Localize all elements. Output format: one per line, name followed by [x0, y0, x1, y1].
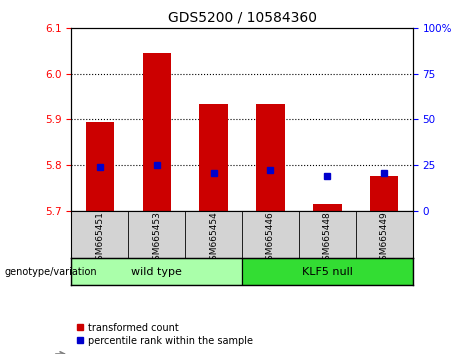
Bar [313, 204, 342, 211]
Bar [370, 176, 398, 211]
Bar [71, 258, 242, 285]
Text: GSM665454: GSM665454 [209, 212, 218, 266]
Text: GSM665446: GSM665446 [266, 212, 275, 266]
Legend: transformed count, percentile rank within the sample: transformed count, percentile rank withi… [77, 323, 253, 346]
Title: GDS5200 / 10584360: GDS5200 / 10584360 [167, 10, 317, 24]
Text: wild type: wild type [131, 267, 182, 277]
Bar [142, 53, 171, 211]
Text: KLF5 null: KLF5 null [302, 267, 353, 277]
Bar [242, 258, 413, 285]
Bar [256, 103, 285, 211]
Text: genotype/variation: genotype/variation [5, 267, 97, 277]
Text: GSM665449: GSM665449 [380, 212, 389, 266]
Bar [200, 103, 228, 211]
Text: GSM665453: GSM665453 [152, 212, 161, 267]
Bar [86, 122, 114, 211]
Text: GSM665451: GSM665451 [95, 212, 104, 267]
Text: GSM665448: GSM665448 [323, 212, 332, 266]
